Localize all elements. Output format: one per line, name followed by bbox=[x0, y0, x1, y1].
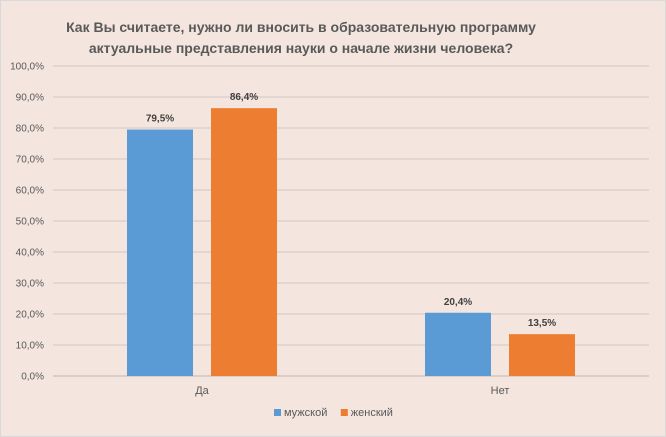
data-labels: 79,5% 86,4% 20,4% 13,5% bbox=[146, 92, 556, 329]
data-label: 20,4% bbox=[444, 297, 472, 308]
bars bbox=[127, 108, 575, 376]
y-tick-label: 40,0% bbox=[16, 248, 44, 259]
data-label: 86,4% bbox=[230, 92, 258, 103]
data-label: 13,5% bbox=[528, 318, 556, 329]
y-tick-label: 50,0% bbox=[16, 217, 44, 228]
legend-swatch-женский bbox=[340, 409, 348, 416]
legend-label-мужской: мужской bbox=[284, 407, 327, 419]
chart-title: Как Вы считаете, нужно ли вносить в обра… bbox=[1, 17, 601, 59]
y-tick-label: 20,0% bbox=[16, 310, 44, 321]
x-axis-categories: Да Нет bbox=[195, 385, 509, 397]
y-tick-label: 60,0% bbox=[16, 186, 44, 197]
legend-swatch-мужской bbox=[274, 409, 281, 416]
y-tick-label: 70,0% bbox=[16, 155, 44, 166]
bar-женский-Да bbox=[211, 108, 277, 376]
x-category-label: Нет bbox=[491, 385, 510, 397]
y-tick-label: 90,0% bbox=[16, 93, 44, 104]
bar-женский-Нет bbox=[509, 334, 575, 376]
y-tick-label: 10,0% bbox=[16, 341, 44, 352]
chart-title-line-1: Как Вы считаете, нужно ли вносить в обра… bbox=[66, 19, 536, 35]
y-tick-label: 30,0% bbox=[16, 279, 44, 290]
bar-мужской-Нет bbox=[425, 312, 491, 376]
y-tick-label: 100,0% bbox=[10, 62, 44, 73]
chart-title-line-2: актуальные представления науки о начале … bbox=[88, 40, 514, 56]
y-axis-ticks: 0,0% 10,0% 20,0% 30,0% 40,0% 50,0% 60,0% 70,0% 8… bbox=[10, 62, 44, 383]
y-tick-label: 0,0% bbox=[21, 372, 44, 383]
data-label: 79,5% bbox=[146, 114, 174, 125]
legend-label-женский: женский bbox=[351, 407, 393, 419]
bar-мужской-Да bbox=[127, 129, 193, 376]
legend: мужской женский bbox=[274, 407, 393, 419]
y-tick-label: 80,0% bbox=[16, 124, 44, 135]
x-category-label: Да bbox=[195, 385, 209, 397]
